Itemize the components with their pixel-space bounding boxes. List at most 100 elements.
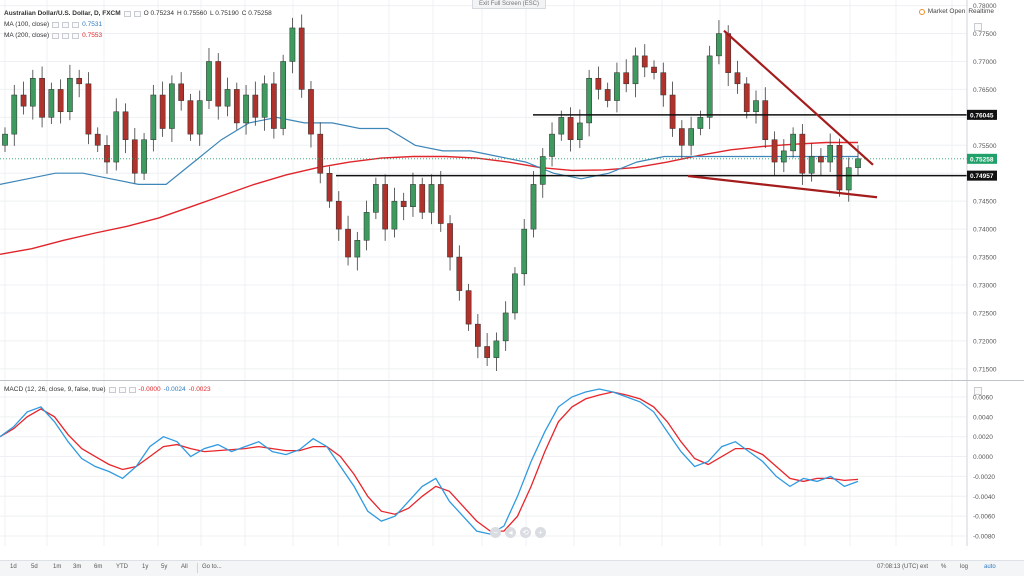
market-open-label: Market Open: [927, 8, 966, 15]
candle-up: [243, 94, 249, 124]
candle-down: [465, 290, 472, 325]
price-chart[interactable]: 0.780000.775000.770000.765000.760000.755…: [0, 0, 1024, 380]
current-price-badge: [967, 153, 997, 164]
candle-down: [326, 172, 333, 202]
log-toggle[interactable]: log: [960, 564, 969, 570]
candle-up: [697, 117, 704, 129]
candle-down: [159, 94, 166, 129]
chart-settings-icon[interactable]: [974, 23, 982, 31]
ma200-visibility-icon[interactable]: [52, 32, 60, 39]
ma100-visibility-icon[interactable]: [52, 21, 60, 28]
candle-down: [122, 111, 129, 140]
candle-down: [651, 66, 657, 73]
candle-down: [818, 156, 824, 163]
market-status: Market Open Realtime: [918, 8, 994, 15]
macd-label[interactable]: MACD (12, 26, close, 9, false, true): [4, 386, 106, 393]
ohlc-high: H 0.75560: [177, 10, 208, 17]
macd-line: [0, 388, 859, 535]
ma100-settings-icon[interactable]: [62, 21, 70, 28]
range-3m[interactable]: 3m: [73, 564, 82, 570]
candle-down: [567, 117, 574, 140]
candle-up: [790, 133, 796, 152]
candle-up: [280, 61, 287, 129]
resistance-price-badge: [967, 109, 997, 120]
range-ytd[interactable]: YTD: [116, 564, 128, 570]
macd-tick-label: -0.0040: [973, 494, 995, 501]
ohlc-low: L 0.75190: [210, 10, 239, 17]
price-tick-label: 0.74500: [973, 199, 997, 206]
candle-down: [447, 223, 453, 258]
legend-settings-icon[interactable]: [123, 10, 131, 17]
range-1y[interactable]: 1y: [142, 564, 149, 570]
range-5y[interactable]: 5y: [161, 564, 168, 570]
realtime-label: Realtime: [968, 8, 994, 15]
macd-hist-value: -0.0000: [138, 386, 161, 393]
reset-icon[interactable]: ⟲: [520, 527, 531, 538]
candle-down: [836, 145, 843, 191]
candle-up: [410, 184, 416, 208]
ohlc-open: O 0.75234: [143, 10, 175, 17]
range-5d[interactable]: 5d: [31, 564, 38, 570]
candle-down: [57, 89, 64, 113]
candle-up: [586, 77, 592, 124]
candle-up: [502, 312, 509, 342]
zoom-in-icon[interactable]: +: [535, 527, 546, 538]
bottom-toolbar: 1d 5d 1m 3m 6m YTD 1y 5y All Go to... 07…: [0, 560, 1024, 576]
scroll-left-icon[interactable]: ◂: [505, 527, 516, 538]
macd-pane-settings-icon[interactable]: [974, 387, 982, 395]
candle-down: [85, 83, 92, 135]
candle-down: [604, 89, 611, 101]
candle-up: [206, 61, 212, 101]
candle-up: [289, 27, 296, 62]
macd-visibility-icon[interactable]: [108, 386, 116, 393]
ma100-close-icon[interactable]: [72, 21, 80, 28]
candle-up: [808, 156, 815, 174]
ma200-legend: MA (200, close) 0.7553: [4, 32, 102, 39]
ma200-label[interactable]: MA (200, close): [4, 32, 50, 39]
candle-down: [20, 94, 27, 107]
candle-up: [688, 128, 694, 146]
candle-down: [641, 55, 648, 68]
price-tick-label: 0.72500: [973, 310, 997, 317]
range-all[interactable]: All: [181, 564, 188, 570]
candle-up: [141, 139, 147, 174]
candle-up: [632, 55, 639, 85]
candle-down: [419, 184, 426, 213]
candle-down: [215, 61, 222, 107]
range-6m[interactable]: 6m: [94, 564, 103, 570]
ma200-close-icon[interactable]: [72, 32, 80, 39]
ma200-settings-icon[interactable]: [62, 32, 70, 39]
candle-up: [11, 94, 18, 135]
upper-trendline[interactable]: [723, 29, 874, 166]
macd-close-icon[interactable]: [128, 386, 136, 393]
range-1d[interactable]: 1d: [10, 564, 17, 570]
candle-up: [29, 77, 36, 107]
symbol-title[interactable]: Australian Dollar/U.S. Dollar, D, FXCM: [4, 10, 121, 17]
zoom-out-icon[interactable]: −: [490, 527, 501, 538]
ext-toggle[interactable]: ext: [920, 564, 929, 570]
macd-tick-label: 0.0060: [973, 394, 993, 401]
macd-legend: MACD (12, 26, close, 9, false, true) -0.…: [4, 386, 211, 393]
candle-down: [233, 89, 240, 124]
candle-up: [391, 200, 398, 230]
percent-toggle[interactable]: %: [941, 564, 947, 570]
market-status-icon: [918, 8, 925, 15]
candle-down: [799, 133, 806, 174]
price-tick-label: 0.73500: [973, 255, 997, 262]
ma200-line: [0, 141, 858, 255]
price-tick-label: 0.77000: [973, 59, 997, 66]
pane-divider[interactable]: [0, 380, 1024, 381]
macd-chart[interactable]: 0.0060 0.0040 0.0020 0.0000 -0.0020 -0.0040 -0…: [0, 381, 1024, 546]
range-1m[interactable]: 1m: [53, 564, 62, 570]
goto-button[interactable]: Go to...: [202, 564, 222, 570]
macd-settings-icon[interactable]: [118, 386, 126, 393]
ma100-label[interactable]: MA (100, close): [4, 21, 50, 28]
candle-up: [855, 158, 861, 168]
legend-close-icon[interactable]: [133, 10, 141, 17]
candle-down: [678, 128, 685, 146]
price-tick-label: 0.71500: [973, 366, 997, 373]
lower-trendline[interactable]: [687, 174, 878, 199]
exit-fullscreen-button[interactable]: Exit Full Screen (ESC): [472, 0, 547, 9]
auto-toggle[interactable]: auto: [984, 564, 996, 570]
candle-up: [493, 340, 500, 358]
